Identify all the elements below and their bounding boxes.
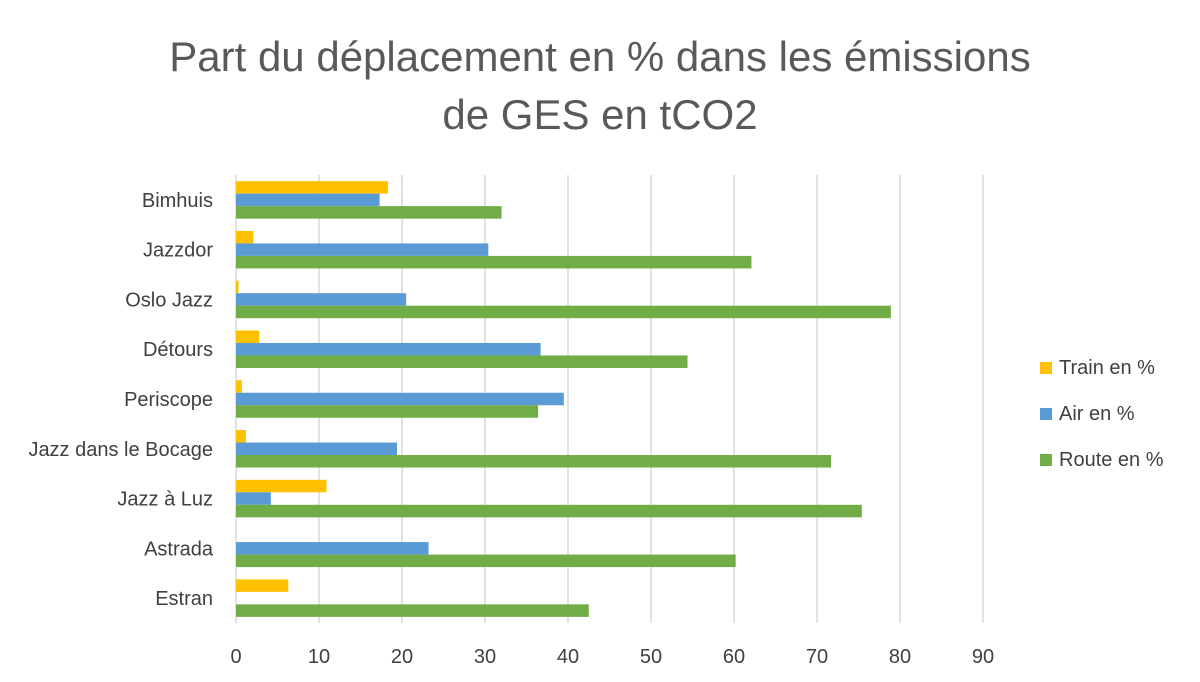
bar [236, 579, 289, 592]
x-tick-label: 50 [640, 646, 662, 668]
bar [236, 342, 541, 356]
category-label: Jazz à Luz [117, 489, 213, 511]
legend-swatch [1040, 454, 1052, 466]
x-tick-label: 0 [230, 646, 241, 668]
legend: Train en % Air en % Route en % [1040, 357, 1164, 471]
bar [236, 430, 246, 443]
category-label: Jazz dans le Bocage [28, 439, 213, 461]
bar [236, 355, 688, 368]
category-label: Oslo Jazz [125, 289, 213, 311]
bar [236, 604, 589, 617]
legend-swatch [1040, 362, 1052, 374]
x-tick-labels: 0 10 20 30 40 50 60 70 80 90 [230, 646, 994, 668]
bar [236, 280, 239, 294]
category-label: Détours [143, 339, 213, 361]
x-tick-label: 40 [557, 646, 579, 668]
x-tick-label: 10 [308, 646, 330, 668]
x-tick-label: 70 [806, 646, 828, 668]
bar [236, 330, 260, 343]
bar [236, 193, 380, 207]
x-tick-label: 60 [723, 646, 745, 668]
category-label: Jazzdor [143, 240, 213, 262]
bar [236, 243, 489, 256]
x-tick-label: 80 [889, 646, 911, 668]
bar [236, 542, 429, 555]
bar [236, 504, 862, 518]
bar [236, 442, 398, 456]
bar [236, 392, 564, 406]
category-label: Astrada [144, 538, 214, 560]
chart-title-line-1: Part du déplacement en % dans les émissi… [169, 33, 1031, 80]
legend-swatch [1040, 408, 1052, 420]
bar [236, 479, 327, 493]
category-label: Periscope [124, 389, 213, 411]
bars [236, 181, 891, 617]
bar [236, 230, 254, 244]
x-tick-label: 90 [972, 646, 994, 668]
category-labels: Bimhuis Jazzdor Oslo Jazz Détours Periscope J… [28, 190, 213, 610]
legend-label: Route en % [1059, 449, 1164, 471]
bar [236, 492, 271, 505]
legend-label: Train en % [1059, 357, 1155, 379]
bar [236, 380, 242, 393]
chart-title-line-2: de GES en tCO2 [442, 91, 758, 138]
bar [236, 305, 891, 319]
category-label: Bimhuis [142, 190, 213, 212]
chart-title: Part du déplacement en % dans les émissi… [0, 28, 1200, 144]
category-label: Estran [155, 588, 213, 610]
bar [236, 181, 388, 194]
bar [236, 293, 407, 306]
x-tick-label: 20 [391, 646, 413, 668]
x-tick-label: 30 [474, 646, 496, 668]
legend-label: Air en % [1059, 403, 1135, 425]
bar [236, 405, 539, 418]
bar [236, 255, 752, 269]
bar [236, 554, 736, 568]
bar [236, 206, 502, 219]
bar [236, 455, 832, 468]
